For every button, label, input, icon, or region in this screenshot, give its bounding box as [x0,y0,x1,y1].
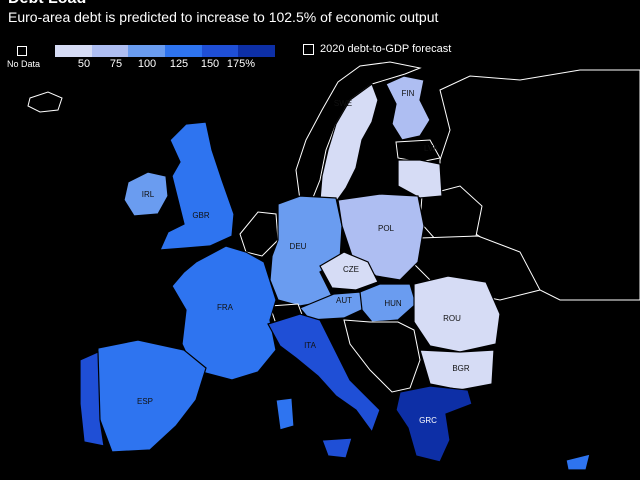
country-ireland [123,171,169,217]
label-esp: ESP [137,397,153,406]
legend-swatch-75 [91,45,129,57]
label-swe: SWE [334,99,352,108]
legend-forecast-swatch [303,44,314,55]
legend-swatch-50 [55,45,92,57]
legend-tick-175: 175% [226,58,256,70]
legend-swatch-125 [165,45,202,57]
country-bulgaria [419,349,495,391]
legend-tick-100: 100 [137,58,157,70]
country-latvia [397,159,443,199]
legend-swatch-175 [238,45,276,57]
country-lithuania-estonia [395,139,441,163]
country-portugal [79,351,105,447]
country-germany [269,195,343,307]
label-pol: POL [378,224,395,233]
label-ita: ITA [304,341,317,350]
label-lva: LVA [424,144,439,153]
country-balkans [343,319,421,393]
country-sicily [321,437,353,459]
legend-tick-125: 125 [169,58,189,70]
chart-title: Debt Load [8,0,86,8]
country-finland [385,75,431,141]
label-deu: DEU [290,242,307,251]
legend-no-data-swatch [17,46,27,56]
label-irl: IRL [142,190,155,199]
country-hungary [359,283,417,323]
legend-tick-75: 75 [109,58,123,70]
legend-no-data-label: No Data [7,59,41,69]
country-benelux [239,211,279,257]
country-iceland [27,91,63,113]
legend-tick-150: 150 [200,58,220,70]
country-romania [413,275,501,353]
country-sweden [319,83,379,203]
country-spain [95,339,207,453]
legend-swatch-150 [201,45,239,57]
label-hun: HUN [384,299,402,308]
label-cze: CZE [343,265,359,274]
label-aut: AUT [336,296,352,305]
label-fin: FIN [402,89,415,98]
label-rou: ROU [443,314,461,323]
country-sardinia [275,397,295,431]
country-france [171,245,277,381]
label-grc: GRC [419,416,437,425]
country-czechia [319,251,379,291]
label-bgr: BGR [452,364,470,373]
country-italy [267,313,381,434]
legend-forecast-label: 2020 debt-to-GDP forecast [320,43,452,55]
label-gbr: GBR [192,211,210,220]
legend-color-scale [55,45,276,57]
legend-swatch-100 [128,45,166,57]
country-cyprus [565,453,591,471]
legend-tick-50: 50 [77,58,91,70]
chart-subtitle: Euro-area debt is predicted to increase … [8,9,439,25]
country-norway [295,61,422,201]
label-fra: FRA [217,303,234,312]
country-greece [395,385,473,463]
country-united-kingdom [159,121,235,251]
